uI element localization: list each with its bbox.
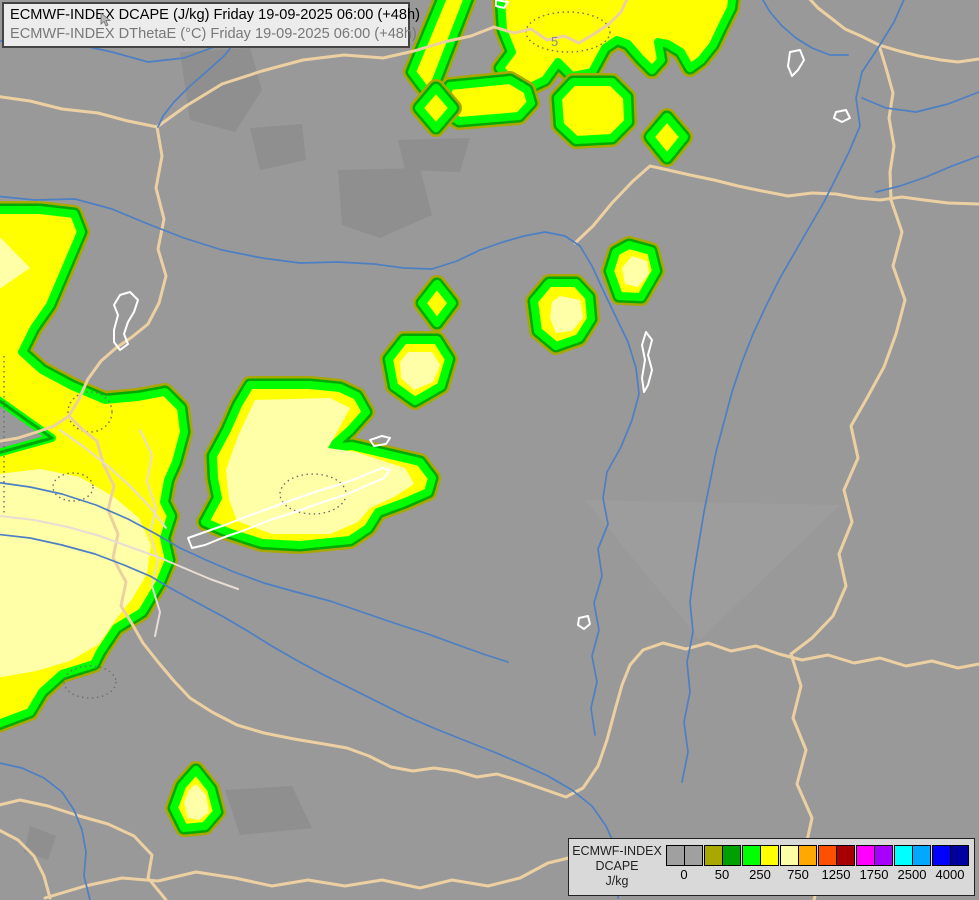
legend-scale-group: 2500: [893, 845, 931, 882]
legend-scale-group: 0: [665, 845, 703, 882]
legend-color-swatch: [742, 845, 761, 866]
legend-color-swatch: [932, 845, 951, 866]
dcape-region-diamond-1: [419, 88, 453, 128]
dthetae-contour-label: 5: [551, 34, 558, 49]
legend-scale-group: 4000: [931, 845, 969, 882]
dcape-region-diamond-3: [422, 284, 452, 323]
legend-color-swatch: [874, 845, 893, 866]
title-box: ECMWF-INDEX DCAPE (J/kg) Friday 19-09-20…: [2, 2, 420, 48]
legend-title: ECMWF-INDEX DCAPE J/kg: [569, 839, 665, 889]
lake-tisza: [641, 331, 653, 393]
legend-color-swatch: [704, 845, 723, 866]
legend-color-swatch: [780, 845, 799, 866]
lake-neusiedl: [113, 291, 139, 351]
legend-tick-label: 250: [749, 867, 771, 882]
dcape-region-center: [205, 385, 432, 545]
legend-color-swatch: [666, 845, 685, 866]
legend-scale-group: 50: [703, 845, 741, 882]
legend-color-swatch: [798, 845, 817, 866]
legend-tick-label: 1250: [821, 867, 851, 882]
map-title-dthetae: ECMWF-INDEX DThetaE (°C) Friday 19-09-20…: [10, 26, 417, 42]
lake-balaton: [187, 467, 391, 549]
dthetae-shade-regions: [24, 48, 840, 860]
lake-velence: [369, 435, 391, 447]
legend-tick-label: 50: [714, 867, 730, 882]
legend-tick-label: 2500: [897, 867, 927, 882]
dcape-region-north-center: [534, 283, 591, 346]
legend-color-swatch: [760, 845, 779, 866]
mouse-cursor-icon: [100, 13, 112, 27]
legend-color-swatch: [950, 845, 969, 866]
legend-title-line2: DCAPE: [595, 859, 639, 873]
map-title-dcape: ECMWF-INDEX DCAPE (J/kg) Friday 19-09-20…: [10, 7, 420, 23]
legend-color-swatch: [722, 845, 741, 866]
legend-box: ECMWF-INDEX DCAPE J/kg 0 50 250 750 1250 1750…: [568, 838, 975, 896]
legend-scale-group: 750: [779, 845, 817, 882]
internal-borders: [0, 429, 239, 637]
legend-color-swatch: [856, 845, 875, 866]
legend-color-swatch: [836, 845, 855, 866]
legend-scale-group: 250: [741, 845, 779, 882]
legend-tick-label: 0: [680, 867, 688, 882]
dcape-region-northeast: [610, 245, 656, 297]
legend-tick-label: 1750: [859, 867, 889, 882]
legend-scale-group: 1750: [855, 845, 893, 882]
dcape-region-diamond-2: [650, 117, 684, 158]
dcape-region-small-4: [389, 340, 449, 401]
legend-title-line1: ECMWF-INDEX: [572, 844, 662, 858]
legend-scale: 0 50 250 750 1250 1750 2500 4000: [665, 845, 969, 882]
legend-tick-label: 750: [787, 867, 809, 882]
lake-outlines: [113, 0, 851, 630]
legend-color-swatch: [818, 845, 837, 866]
legend-title-line3: J/kg: [605, 874, 629, 888]
legend-color-swatch: [894, 845, 913, 866]
legend-scale-group: 1250: [817, 845, 855, 882]
legend-color-swatch: [684, 845, 703, 866]
legend-tick-label: 4000: [935, 867, 965, 882]
dcape-region-round: [558, 82, 628, 140]
legend-color-swatch: [912, 845, 931, 866]
dcape-region-south-drop: [174, 770, 217, 828]
